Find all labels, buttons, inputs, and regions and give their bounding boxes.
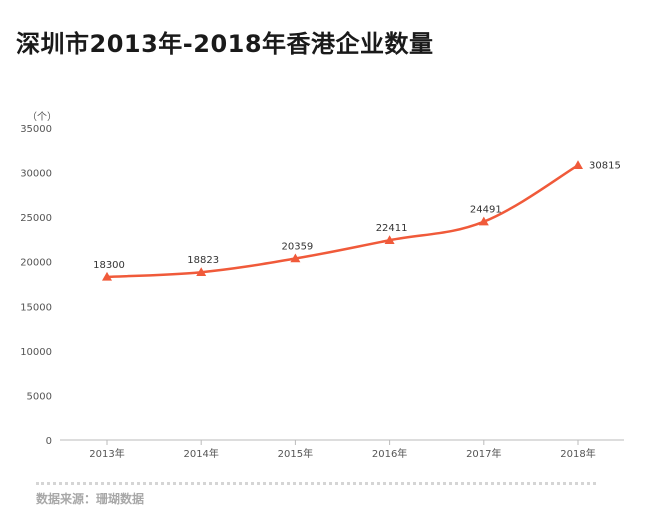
y-tick-label: 25000 xyxy=(20,213,52,224)
data-label: 22411 xyxy=(376,223,408,234)
y-tick-label: 5000 xyxy=(27,391,52,402)
series-line xyxy=(106,164,579,279)
x-tick-label: 2014年 xyxy=(183,447,218,460)
y-tick-label: 10000 xyxy=(20,347,52,358)
y-tick-label: 30000 xyxy=(20,169,52,180)
y-tick-label: 35000 xyxy=(20,124,52,135)
y-axis-label: （个） xyxy=(27,111,57,123)
x-tick-label: 2015年 xyxy=(278,447,313,460)
data-label: 24491 xyxy=(470,205,502,216)
plot-group: 18300 18823 20359 22411 24491 30815 xyxy=(93,160,621,281)
y-tick-label: 0 xyxy=(46,436,52,447)
x-tick-label: 2013年 xyxy=(89,447,124,460)
data-point-marker xyxy=(102,271,112,281)
data-point-marker xyxy=(384,235,395,244)
data-label: 30815 xyxy=(589,160,621,171)
data-point-marker xyxy=(478,216,489,226)
x-tick-label: 2017年 xyxy=(466,447,501,460)
y-tick-label: 20000 xyxy=(20,258,52,269)
x-tick-label: 2016年 xyxy=(372,447,407,460)
axes-group: （个） 0 5000 10000 15000 20000 25000 30000 35000 20… xyxy=(20,111,624,460)
data-label: 18300 xyxy=(93,260,125,271)
chart-title: 深圳市2013年-2018年香港企业数量 xyxy=(16,30,434,58)
x-tick-label: 2018年 xyxy=(560,447,595,460)
data-label: 20359 xyxy=(281,242,313,253)
data-point-marker xyxy=(196,267,207,276)
footer-divider xyxy=(36,482,596,485)
y-tick-label: 15000 xyxy=(20,302,52,313)
data-point-marker xyxy=(573,160,583,170)
data-label: 18823 xyxy=(187,255,219,266)
data-point-marker xyxy=(290,253,301,263)
data-source-note: 数据来源：珊瑚数据 xyxy=(36,492,145,506)
